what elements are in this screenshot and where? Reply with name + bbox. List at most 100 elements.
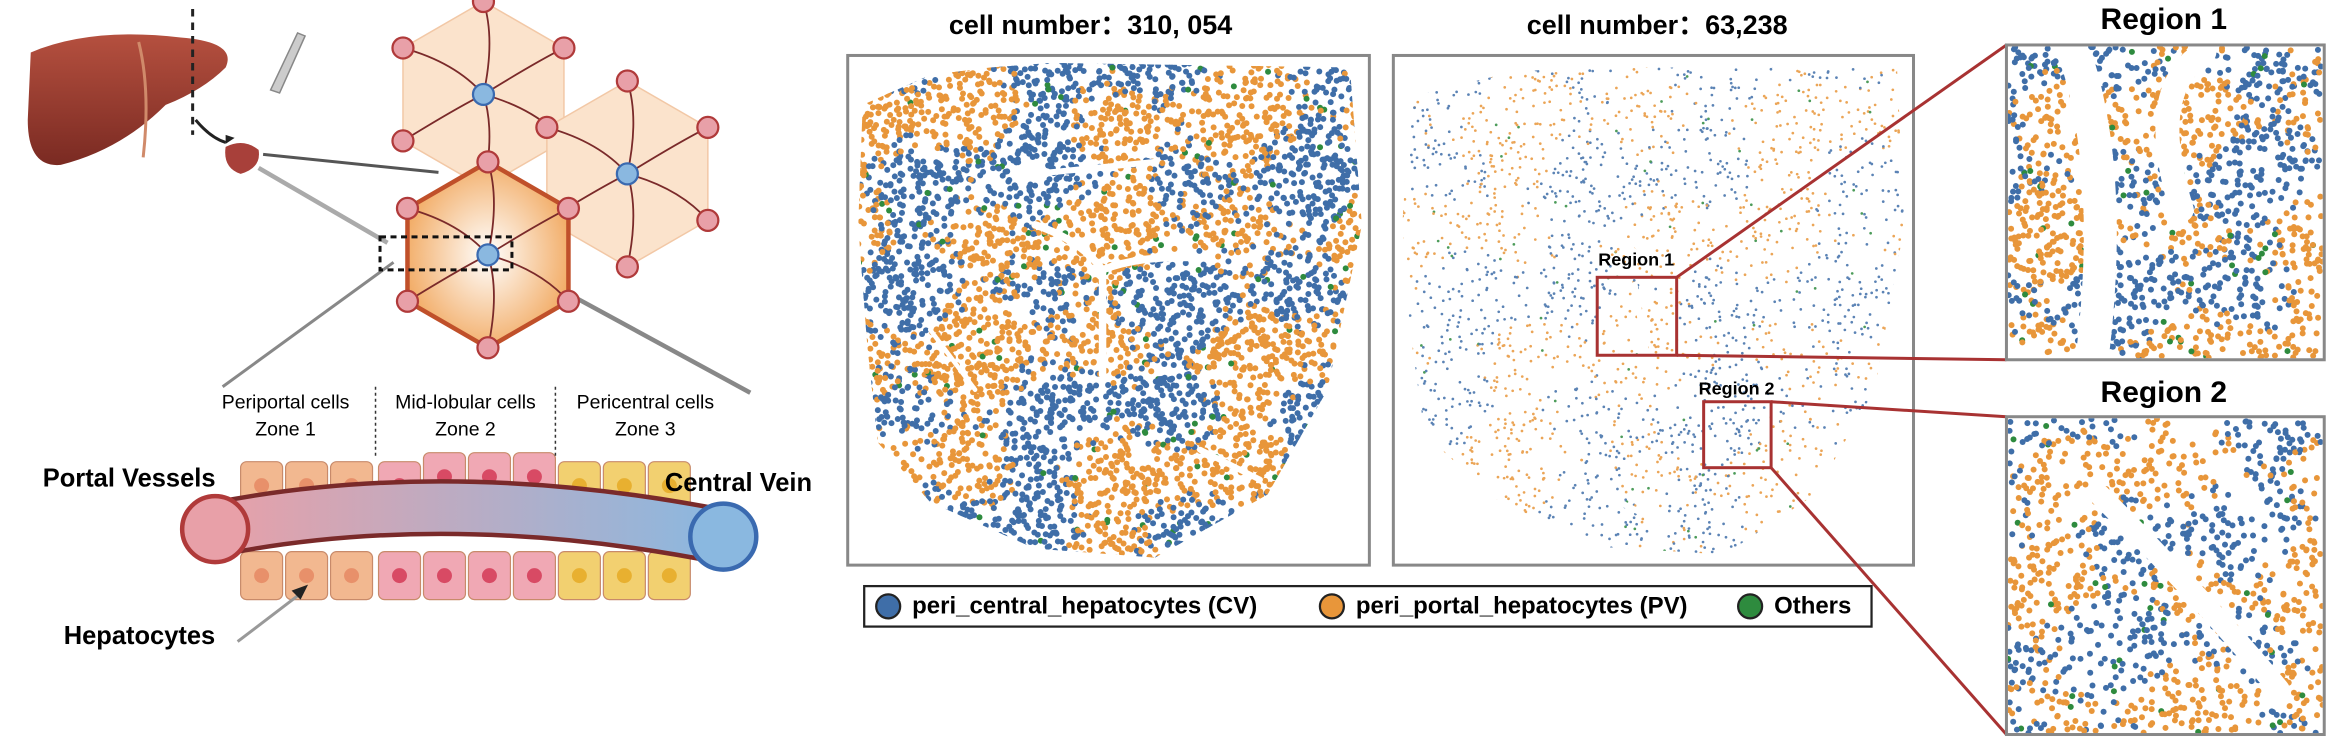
cell-dot bbox=[987, 187, 994, 194]
cell-dot bbox=[896, 177, 903, 184]
cell-dot bbox=[1084, 400, 1091, 407]
cell-dot bbox=[971, 280, 978, 287]
cell-dot bbox=[1190, 529, 1197, 536]
cell-dot bbox=[1086, 537, 1093, 544]
cell-dot bbox=[1185, 292, 1192, 299]
cell-dot bbox=[1059, 454, 1066, 461]
cell-dot bbox=[1066, 414, 1073, 421]
cell-dot bbox=[1022, 339, 1029, 346]
cell-dot bbox=[934, 145, 941, 152]
cell-dot bbox=[1248, 409, 1255, 416]
cell-dot bbox=[1196, 344, 1203, 351]
cell-dot bbox=[1172, 144, 1179, 151]
cell-dot bbox=[1200, 508, 1207, 515]
cell-dot bbox=[1013, 246, 1020, 253]
cell-dot bbox=[896, 309, 903, 316]
cell-dot bbox=[1195, 108, 1202, 115]
cell-dot bbox=[1013, 77, 1020, 84]
cell-dot bbox=[1043, 350, 1050, 357]
cell-dot bbox=[929, 295, 936, 302]
cell-dot bbox=[972, 424, 979, 431]
cell-dot bbox=[1143, 498, 1150, 505]
cell-dot bbox=[1223, 188, 1230, 195]
cell-dot bbox=[1265, 68, 1272, 75]
cell-dot bbox=[912, 269, 919, 276]
cell-dot bbox=[1111, 211, 1118, 218]
cell-dot bbox=[1287, 439, 1294, 446]
cell-dot bbox=[1020, 263, 1027, 270]
cell-dot bbox=[1023, 359, 1030, 366]
cell-dot bbox=[1178, 227, 1185, 234]
cell-dot bbox=[1222, 113, 1229, 120]
cell-dot bbox=[1264, 389, 1271, 396]
cell-dot bbox=[1176, 102, 1183, 109]
cell-dot bbox=[1077, 498, 1084, 505]
cell-dot bbox=[919, 275, 926, 282]
cell-dot bbox=[1206, 232, 1213, 239]
cell-dot bbox=[1119, 529, 1126, 536]
cell-dot bbox=[1215, 415, 1222, 422]
cell-dot bbox=[1006, 523, 1013, 530]
cell-dot bbox=[1145, 173, 1152, 180]
cell-dot bbox=[1125, 197, 1132, 204]
cell-dot bbox=[1176, 204, 1183, 211]
cell-dot bbox=[1133, 496, 1140, 503]
cell-dot bbox=[999, 323, 1006, 330]
cell-dot bbox=[879, 200, 886, 207]
cell-dot bbox=[967, 92, 974, 99]
cell-dot bbox=[1007, 399, 1014, 406]
cell-dot bbox=[1279, 120, 1286, 127]
cell-dot bbox=[923, 368, 930, 375]
cell-dot bbox=[1043, 325, 1050, 332]
cell-dot bbox=[1117, 354, 1124, 361]
cell-dot bbox=[897, 148, 904, 155]
cell-dot bbox=[971, 373, 978, 380]
cell-dot bbox=[883, 396, 890, 403]
cell-dot bbox=[1025, 502, 1032, 509]
cell-dot bbox=[1099, 246, 1106, 253]
cell-dot bbox=[1133, 357, 1140, 364]
cell-dot bbox=[938, 421, 945, 428]
cell-dot bbox=[902, 346, 909, 353]
cell-dot bbox=[1193, 220, 1200, 227]
cell-dot bbox=[1096, 68, 1103, 75]
cell-dot bbox=[1189, 305, 1196, 312]
cell-dot bbox=[1342, 277, 1349, 284]
cell-dot bbox=[1240, 185, 1247, 192]
cell-dot bbox=[970, 354, 977, 361]
cell-dot bbox=[1194, 212, 1201, 219]
cell-dot bbox=[896, 119, 903, 126]
cell-dot bbox=[878, 163, 885, 170]
cell-dot bbox=[1296, 104, 1303, 111]
cell-dot bbox=[1148, 508, 1155, 515]
cell-dot bbox=[874, 359, 881, 366]
cell-dot bbox=[1041, 150, 1048, 157]
cell-dot bbox=[1101, 73, 1108, 80]
cell-dot bbox=[1166, 429, 1173, 436]
cell-dot bbox=[978, 441, 985, 448]
cell-dot bbox=[867, 249, 874, 256]
cell-dot bbox=[1310, 305, 1317, 312]
cell-dot bbox=[1106, 338, 1113, 345]
cell-dot bbox=[1112, 91, 1119, 98]
cell-dot bbox=[1147, 402, 1154, 409]
cell-dot bbox=[945, 489, 952, 496]
cell-dot bbox=[1274, 347, 1281, 354]
cell-dot bbox=[1299, 330, 1306, 337]
cell-dot bbox=[963, 101, 970, 108]
cell-dot bbox=[1210, 151, 1217, 158]
cell-dot bbox=[907, 312, 914, 319]
cell-dot bbox=[1028, 111, 1035, 118]
cell-dot bbox=[890, 348, 897, 355]
cell-dot bbox=[990, 505, 997, 512]
cell-dot bbox=[990, 521, 997, 528]
cell-dot bbox=[1338, 93, 1345, 100]
cell-dot bbox=[873, 272, 880, 279]
cell-dot bbox=[1052, 221, 1059, 228]
cell-dot bbox=[1201, 67, 1208, 74]
cell-dot bbox=[1119, 437, 1126, 444]
cell-dot bbox=[1137, 239, 1144, 246]
cell-dot bbox=[1020, 518, 1027, 525]
cell-dot bbox=[1200, 219, 1207, 226]
cell-dot bbox=[1138, 365, 1145, 372]
